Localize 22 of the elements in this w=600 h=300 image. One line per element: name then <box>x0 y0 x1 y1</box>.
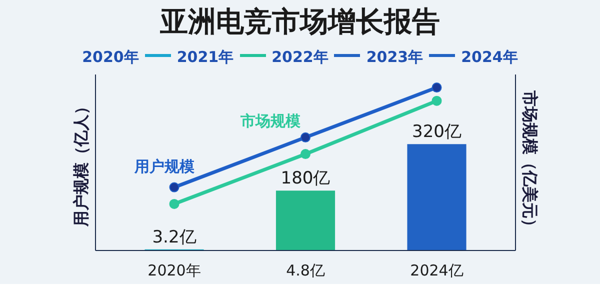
series-label: 用户规模 <box>133 157 196 176</box>
text: 2021年 <box>176 48 234 66</box>
chart-title: 亚洲电竞市场增长报告 <box>160 4 440 40</box>
point <box>300 132 310 142</box>
point <box>169 198 180 209</box>
data-label: 320亿 <box>412 122 462 142</box>
point <box>300 149 310 160</box>
text: 2024年 <box>461 48 518 66</box>
y-axis-title: 用户规模（亿人） <box>72 98 90 228</box>
x-tick-label: 2024亿 <box>410 262 464 280</box>
data-label: 3.2亿 <box>152 227 196 248</box>
text: 2022年 <box>272 48 328 66</box>
point <box>432 96 442 106</box>
point <box>169 182 180 192</box>
text: 2023年 <box>366 48 424 66</box>
y2-axis-title: 市场规模（亿美元） <box>520 90 540 234</box>
data-label: 180亿 <box>280 168 330 189</box>
series-label: 市场规模 <box>240 112 302 130</box>
point <box>432 82 442 93</box>
text: 2020年 <box>82 48 139 66</box>
x-tick-label: 4.8亿 <box>286 262 325 280</box>
x-tick-label: 2020年 <box>148 262 201 280</box>
